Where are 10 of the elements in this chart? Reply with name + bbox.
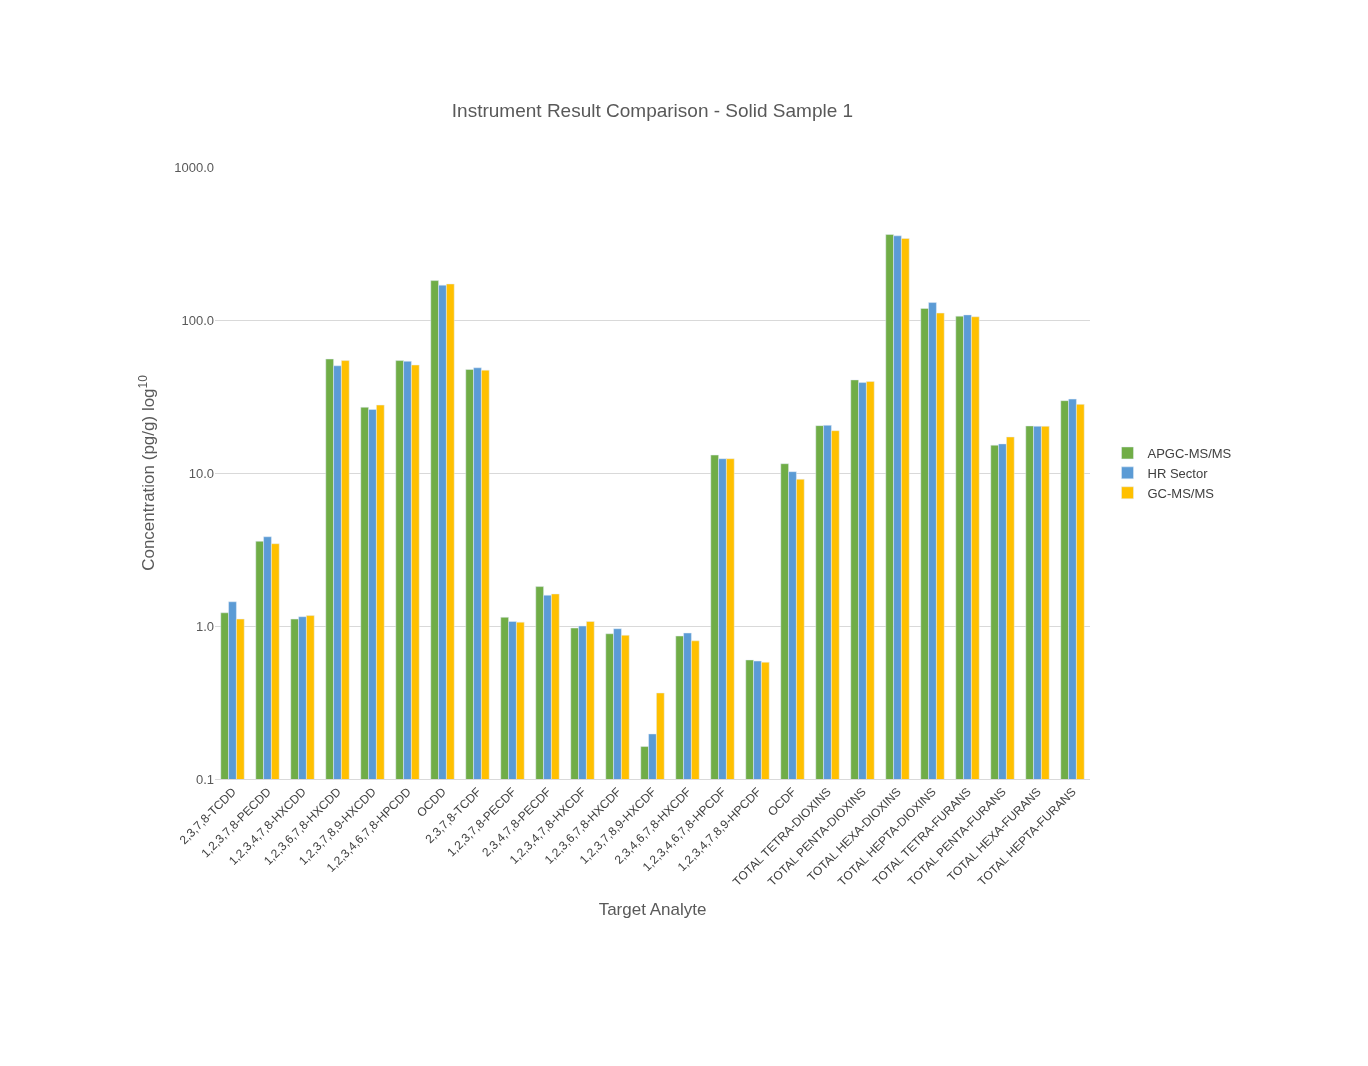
y-tick-label: 100.0	[181, 312, 214, 328]
y-tick-label: 1000.0	[174, 159, 214, 175]
legend-label: GC-MS/MS	[1147, 485, 1215, 501]
chart-title: Instrument Result Comparison - Solid Sample 1	[451, 100, 854, 122]
legend-label: APGC-MS/MS	[1147, 446, 1232, 462]
legend-label: HR Sector	[1147, 465, 1209, 481]
y-tick-label: 1.0	[195, 618, 214, 634]
x-axis-title: Target Analyte	[598, 900, 707, 920]
y-tick-label: 0.1	[195, 771, 214, 787]
y-tick-label: 10.0	[188, 465, 214, 481]
